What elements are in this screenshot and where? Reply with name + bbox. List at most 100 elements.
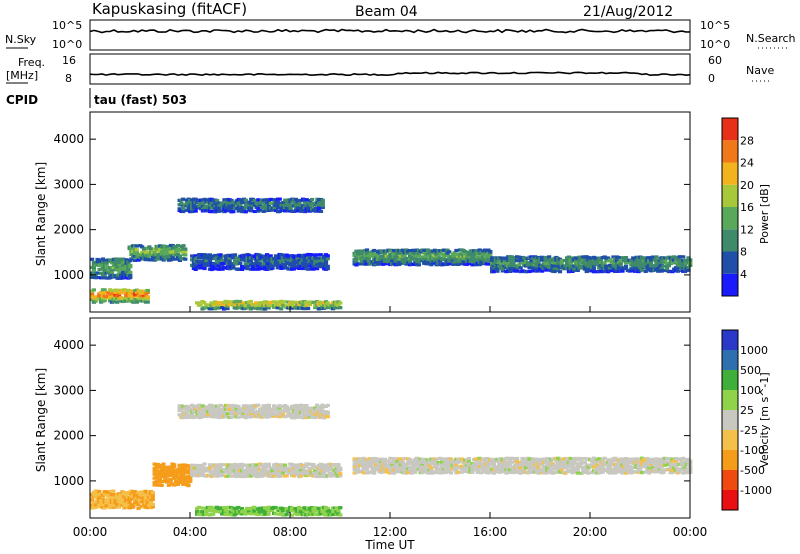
power-cell (300, 303, 305, 307)
velocity-cell (179, 407, 184, 411)
velocity-cell (207, 410, 213, 414)
y-tick-label: 3000 (53, 383, 84, 397)
velocity-cell (673, 465, 679, 469)
power-cell (638, 266, 643, 270)
power-cell (402, 254, 407, 258)
power-cell (447, 250, 452, 254)
power-cell (95, 271, 100, 275)
velocity-cell (266, 512, 271, 516)
power-cell (452, 260, 457, 264)
power-cell (363, 259, 368, 263)
velocity-cell (254, 463, 259, 467)
velocity-cell (295, 473, 300, 477)
velocity-cell (397, 467, 402, 472)
velocity-cell (252, 406, 257, 410)
power-cell (407, 254, 413, 258)
velocity-cell (415, 456, 420, 460)
velocity-cell (273, 512, 278, 516)
power-cell (618, 259, 623, 263)
velocity-cell (286, 471, 291, 475)
power-cell (306, 306, 311, 311)
power-cell (143, 250, 148, 254)
power-cell (320, 200, 325, 204)
velocity-cell (166, 474, 171, 478)
power-cell (443, 257, 448, 262)
velocity-cell (629, 467, 634, 471)
velocity-cell (282, 409, 288, 413)
power-cell (595, 261, 600, 265)
power-cell (284, 304, 289, 308)
velocity-cell (470, 470, 475, 474)
power-cell (302, 307, 307, 311)
power-cell (452, 262, 457, 266)
power-cell (645, 266, 650, 270)
power-cell (520, 261, 525, 265)
power-cell (90, 292, 95, 296)
power-cell (90, 257, 95, 261)
velocity-cell (304, 469, 309, 473)
velocity-cell (627, 457, 632, 461)
power-cell (525, 261, 530, 265)
power-cell (122, 296, 127, 300)
power-cell (654, 255, 659, 259)
velocity-cell (198, 468, 204, 473)
velocity-cell (265, 415, 270, 419)
velocity-cell (372, 471, 377, 475)
power-cell (91, 265, 96, 270)
velocity-cell (586, 471, 591, 475)
power-cell (128, 264, 133, 268)
power-cell (250, 306, 255, 310)
power-cell (466, 261, 471, 266)
power-cell (113, 290, 118, 294)
power-cell (456, 262, 461, 266)
velocity-cell (195, 464, 200, 468)
velocity-cell (500, 467, 505, 471)
velocity-cell (395, 470, 400, 474)
freq-label: Freq. (18, 56, 45, 69)
power-cell (586, 267, 591, 271)
velocity-cell (136, 490, 141, 494)
velocity-cell (382, 462, 388, 466)
velocity-cell (491, 471, 496, 475)
power-cell (313, 209, 318, 213)
velocity-cell (284, 512, 289, 517)
velocity-cell (200, 404, 205, 408)
velocity-cell (209, 404, 214, 408)
power-cell (423, 254, 429, 259)
velocity-cell (365, 467, 370, 471)
velocity-cell (331, 510, 336, 514)
velocity-colorbar: 1000 500 100 25 -25 -100 -500 -1000 (721, 329, 772, 511)
power-cell (163, 252, 168, 256)
power-cell (452, 254, 457, 258)
velocity-cell (131, 505, 136, 509)
noise-right-tick-top: 10^5 (700, 19, 730, 32)
velocity-cell (470, 467, 475, 472)
velocity-cell (136, 503, 141, 507)
power-colorbar-swatch (722, 140, 738, 163)
velocity-colorbar-swatch (722, 350, 738, 370)
velocity-cell (225, 474, 230, 478)
velocity-cell (395, 460, 400, 464)
velocity-cell (623, 457, 629, 461)
velocity-cell (625, 463, 630, 467)
power-cell (198, 303, 203, 307)
velocity-cell (136, 495, 141, 500)
power-cell (679, 262, 684, 266)
velocity-cell (329, 474, 334, 478)
power-cell (620, 269, 625, 273)
power-cell (318, 303, 323, 307)
power-cell (623, 266, 629, 271)
velocity-cell (466, 459, 471, 463)
power-cell (241, 208, 247, 212)
power-cell (282, 264, 288, 268)
velocity-cell (297, 505, 302, 510)
power-cell (507, 269, 513, 273)
power-cell (447, 261, 452, 266)
power-cell (338, 306, 343, 310)
velocity-cell (382, 457, 388, 461)
power-cell (158, 247, 163, 252)
freq-left-tick-bottom: 8 (65, 72, 72, 85)
velocity-cell (129, 497, 134, 501)
velocity-cell (548, 465, 554, 469)
